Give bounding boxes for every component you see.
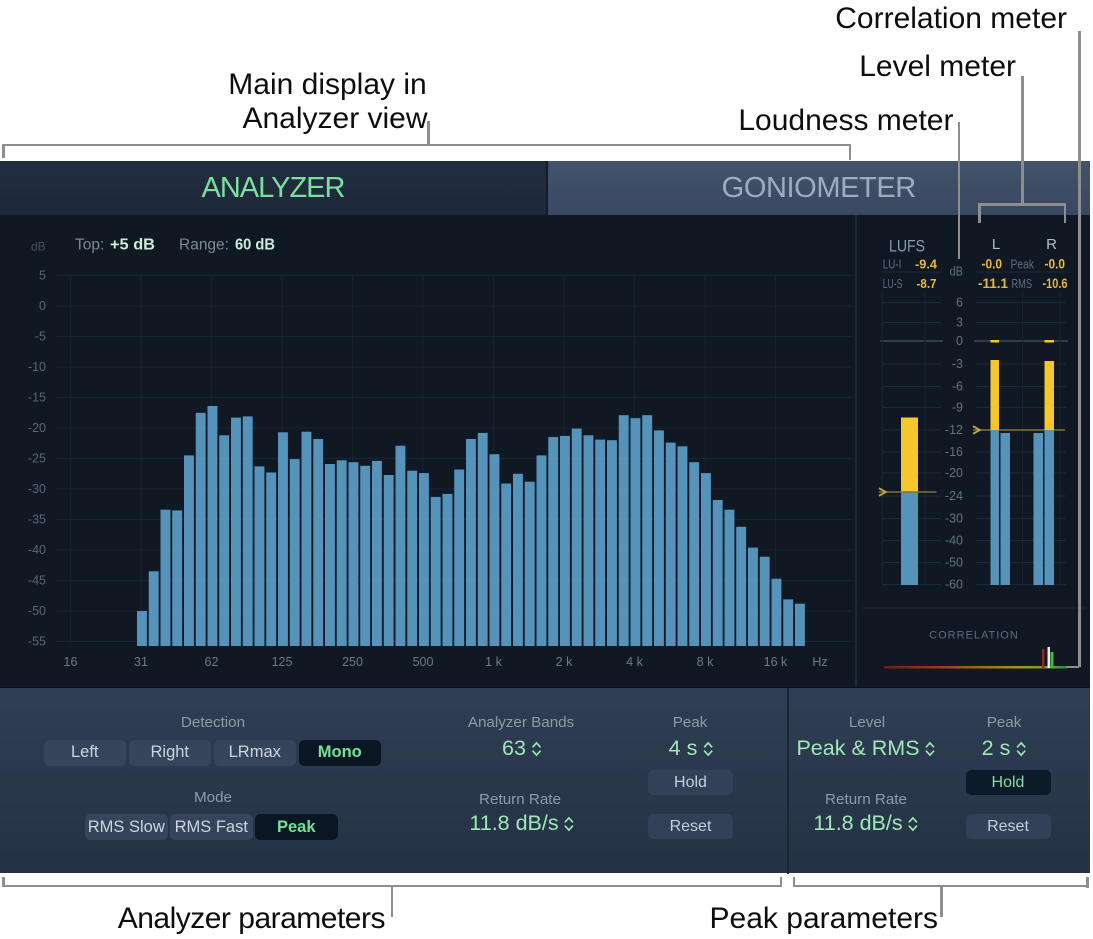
- svg-text:-6: -6: [952, 380, 963, 394]
- svg-text:-20: -20: [945, 466, 963, 480]
- svg-text:16 k: 16 k: [764, 655, 788, 669]
- svg-text:-60: -60: [945, 578, 963, 592]
- svg-text:-30: -30: [945, 512, 963, 526]
- svg-text:125: 125: [272, 655, 293, 669]
- svg-text:R: R: [1046, 236, 1057, 253]
- svg-text:-50: -50: [945, 556, 963, 570]
- svg-text:-24: -24: [945, 489, 963, 503]
- svg-text:-9: -9: [952, 401, 963, 415]
- svg-text:1 k: 1 k: [485, 655, 502, 669]
- svg-text:4 k: 4 k: [626, 655, 643, 669]
- svg-text:+5 dB: +5 dB: [110, 237, 155, 254]
- svg-text:250: 250: [342, 655, 363, 669]
- svg-text:31: 31: [134, 655, 148, 669]
- svg-text:16: 16: [64, 655, 78, 669]
- svg-text:dB: dB: [950, 264, 964, 279]
- svg-text:-12: -12: [945, 423, 963, 437]
- svg-text:5: 5: [39, 269, 46, 283]
- svg-text:60 dB: 60 dB: [235, 237, 275, 254]
- svg-text:8 k: 8 k: [697, 655, 714, 669]
- svg-text:-8.7: -8.7: [917, 277, 937, 291]
- svg-text:CORRELATION: CORRELATION: [929, 630, 1019, 642]
- svg-text:-11.1: -11.1: [978, 276, 1008, 291]
- svg-text:-16: -16: [945, 445, 963, 459]
- svg-text:-30: -30: [28, 482, 46, 496]
- svg-text:-15: -15: [28, 391, 46, 405]
- svg-text:-10: -10: [28, 360, 46, 374]
- svg-text:LUFS: LUFS: [889, 237, 925, 256]
- svg-text:L: L: [992, 236, 1000, 253]
- svg-text:-0.0: -0.0: [982, 257, 1003, 272]
- svg-text:6: 6: [956, 296, 963, 310]
- svg-text:RMS: RMS: [1012, 276, 1033, 291]
- svg-text:3: 3: [956, 316, 963, 330]
- svg-text:-10.6: -10.6: [1043, 276, 1068, 291]
- svg-text:LU-I: LU-I: [883, 258, 902, 272]
- svg-text:-55: -55: [28, 635, 46, 649]
- svg-text:Hz: Hz: [812, 655, 827, 669]
- svg-text:-0.0: -0.0: [1045, 257, 1066, 272]
- svg-text:-40: -40: [945, 534, 963, 548]
- svg-text:dB: dB: [31, 240, 46, 254]
- svg-text:2 k: 2 k: [556, 655, 573, 669]
- svg-text:Top:: Top:: [75, 237, 104, 254]
- svg-text:500: 500: [413, 655, 434, 669]
- svg-text:62: 62: [205, 655, 219, 669]
- svg-text:Peak: Peak: [1011, 257, 1035, 272]
- svg-text:-50: -50: [28, 604, 46, 618]
- svg-text:-9.4: -9.4: [915, 258, 937, 272]
- svg-text:-3: -3: [952, 357, 963, 371]
- svg-text:LU-S: LU-S: [883, 277, 903, 291]
- svg-text:-40: -40: [28, 543, 46, 557]
- svg-text:-5: -5: [35, 330, 46, 344]
- svg-text:0: 0: [956, 334, 963, 348]
- svg-text:-25: -25: [28, 452, 46, 466]
- svg-text:-20: -20: [28, 421, 46, 435]
- svg-text:0: 0: [39, 299, 46, 313]
- svg-text:-45: -45: [28, 574, 46, 588]
- svg-text:Range:: Range:: [179, 237, 229, 254]
- svg-text:-35: -35: [28, 513, 46, 527]
